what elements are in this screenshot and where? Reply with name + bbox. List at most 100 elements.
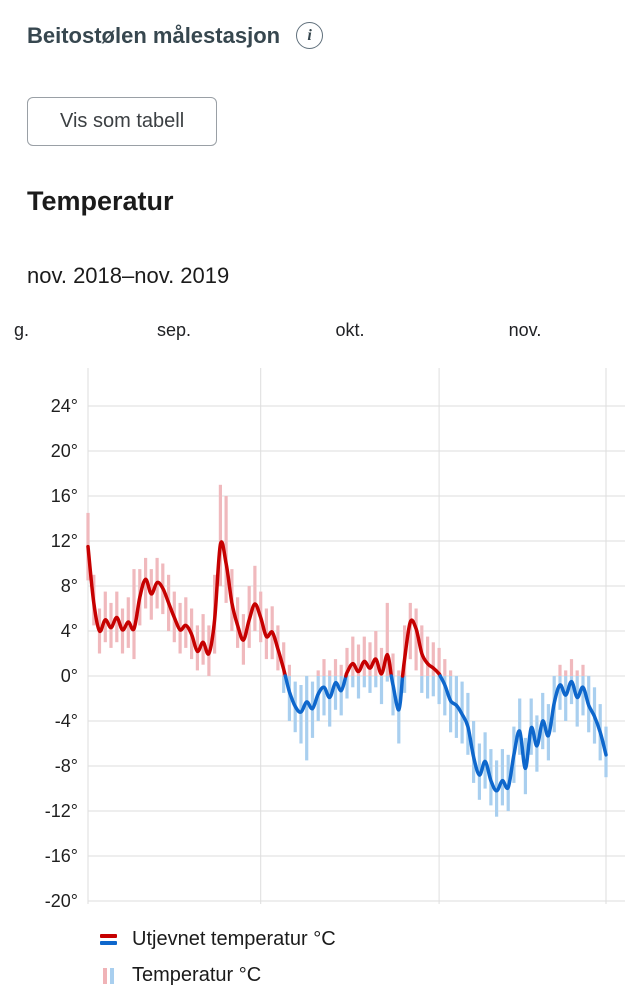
temperature-bar (431, 676, 435, 697)
temperature-bar (569, 676, 574, 705)
temperature-bar (351, 636, 355, 676)
temperature-bar (362, 636, 366, 676)
line-segment-above-zero (86, 540, 288, 678)
y-tick-label: 20° (51, 441, 78, 461)
temperature-bar (253, 565, 257, 632)
temperature-bar (316, 670, 320, 676)
smoothed-line-icon (100, 934, 117, 945)
smoothed-temperature-line (86, 540, 608, 793)
temperature-bar (575, 676, 579, 727)
month-label: nov. (508, 320, 542, 340)
temperature-bar (420, 676, 424, 693)
chart-period: nov. 2018–nov. 2019 (27, 263, 230, 288)
y-tick-label: -20° (45, 891, 78, 911)
temperature-chart[interactable]: 24° 20° 16° 12° 8° 4° 0° -4° -8° -12° -16° -20° (0, 358, 625, 918)
view-as-table-button[interactable]: Vis som tabell (27, 97, 218, 146)
legend-item-temperature: Temperatur °C (100, 964, 336, 987)
temperature-bar (426, 636, 430, 676)
temperature-bar (287, 676, 291, 721)
station-title: Beitostølen målestasjon (27, 22, 281, 48)
temperature-bar (581, 676, 585, 716)
temperature-bar (431, 642, 435, 677)
month-label: okt. (335, 320, 365, 340)
temperature-bar (575, 670, 579, 676)
line-segment-below-zero (389, 674, 405, 712)
temperature-bar (397, 670, 401, 676)
temperature-bar (333, 676, 338, 710)
temperature-bar (282, 642, 286, 677)
temperature-bar (564, 670, 568, 676)
temperature-bar (351, 676, 355, 688)
temperature-bar (362, 676, 366, 688)
temperature-bar (500, 749, 504, 806)
info-icon-glyph: i (307, 26, 312, 44)
temperature-bars-icon (100, 967, 117, 984)
temperature-bar (333, 659, 338, 676)
temperature-bar (477, 743, 481, 800)
temperature-bar (518, 698, 522, 755)
y-tick-label: -12° (45, 801, 78, 821)
y-tick-label: 16° (51, 486, 78, 506)
month-label: g. (14, 320, 30, 340)
temperature-bar (184, 597, 188, 648)
line-segment-below-zero (283, 674, 348, 714)
temperature-bar (443, 676, 447, 716)
line-segment-above-zero (400, 618, 442, 678)
gridlines (87, 368, 625, 904)
temperature-bar (414, 608, 418, 671)
temperature-bar (322, 676, 326, 716)
temperature-bar (328, 676, 332, 727)
temperature-bar (322, 659, 326, 676)
temperature-bar (356, 676, 361, 699)
temperature-bar (437, 676, 441, 705)
station-header: Beitostølen målestasjon i (0, 0, 625, 49)
temperature-bar (449, 670, 453, 676)
temperature-bar (144, 557, 148, 609)
temperature-bar (282, 676, 286, 693)
temperature-bar (581, 664, 585, 677)
temperature-bar (132, 569, 136, 660)
temperature-bar (287, 664, 291, 677)
temperature-bar (391, 653, 395, 676)
temperature-bar (356, 644, 361, 676)
temperature-bar (391, 676, 395, 716)
temperature-bar (379, 647, 384, 676)
y-tick-label: -4° (55, 711, 78, 731)
month-label: sep. (156, 320, 192, 340)
y-tick-label: 24° (51, 396, 78, 416)
y-tick-label: 12° (51, 531, 78, 551)
temperature-bar (305, 676, 309, 761)
temperature-bar (368, 676, 372, 693)
chart-legend: Utjevnet temperatur °C Temperatur °C (100, 928, 336, 1000)
temperature-bar (408, 602, 412, 660)
y-tick-label: 8° (61, 576, 78, 596)
temperature-bar (224, 496, 228, 603)
temperature-bar (426, 676, 430, 699)
y-tick-label: -8° (55, 756, 78, 776)
temperature-range-bars (86, 484, 608, 817)
temperature-bar (103, 591, 107, 643)
temperature-bar (564, 676, 568, 721)
legend-smoothed-label: Utjevnet temperatur °C (132, 928, 336, 950)
temperature-bar (558, 676, 562, 710)
temperature-bar (339, 676, 343, 716)
info-icon[interactable]: i (296, 22, 324, 49)
temperature-bar (368, 642, 372, 677)
temperature-bar (569, 659, 574, 676)
line-segment-below-zero (438, 674, 608, 793)
temperature-bar (218, 484, 222, 587)
temperature-bar (339, 664, 343, 677)
temperature-bar (345, 676, 349, 699)
x-axis-month-labels: g. sep. okt. nov. (0, 320, 625, 344)
y-tick-label: 4° (61, 621, 78, 641)
temperature-bar (328, 670, 332, 676)
y-tick-label: -16° (45, 846, 78, 866)
legend-temperature-label: Temperatur °C (132, 964, 262, 986)
y-axis-labels: 24° 20° 16° 12° 8° 4° 0° -4° -8° -12° -16° -20° (45, 396, 78, 911)
temperature-bar (403, 676, 407, 693)
temperature-bar (374, 676, 378, 688)
temperature-bar (374, 631, 378, 676)
chart-title: Temperatur (27, 186, 174, 216)
temperature-bar (299, 685, 303, 744)
